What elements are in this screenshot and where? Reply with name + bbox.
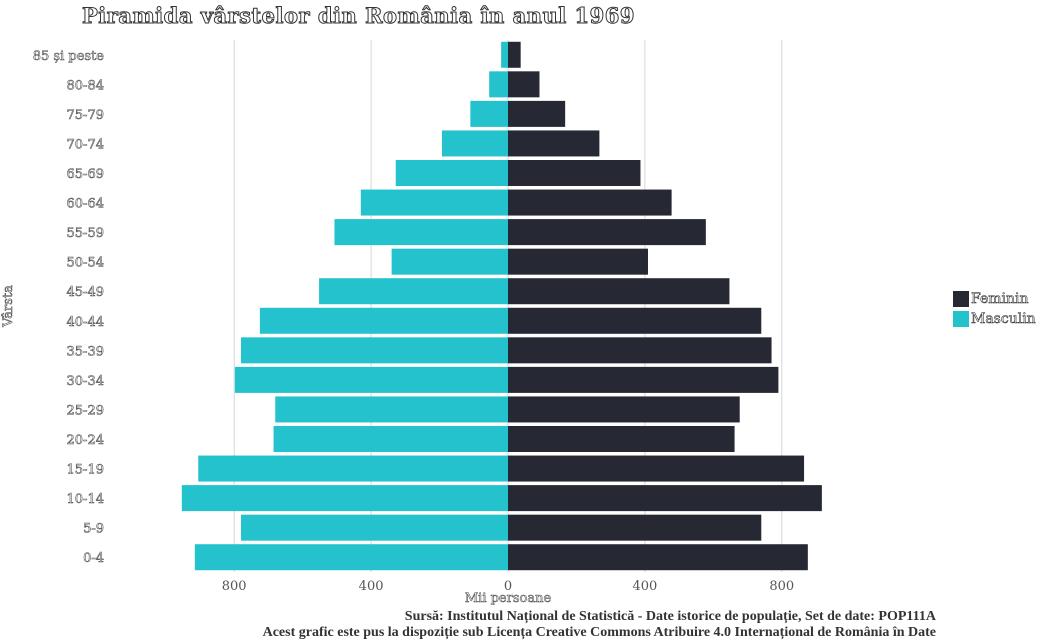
bar-masculin-15-19 <box>198 455 508 482</box>
bar-feminin-65-69 <box>508 159 641 187</box>
x-tick-label: 0 <box>504 579 512 594</box>
bar-feminin-80-84 <box>508 71 540 98</box>
bar-feminin-10-14 <box>508 485 822 512</box>
y-tick-label: 85 și peste <box>33 49 105 64</box>
legend: Feminin Masculin <box>953 289 1036 329</box>
y-tick-label: 45-49 <box>67 285 104 300</box>
bar-feminin-30-34 <box>508 366 779 393</box>
bar-feminin-15-19 <box>508 455 805 482</box>
y-tick-label: 10-14 <box>67 492 104 507</box>
legend-label-feminin: Feminin <box>971 291 1029 308</box>
x-tick-label: 400 <box>632 579 657 594</box>
y-tick-label: 5-9 <box>83 522 104 537</box>
y-tick-label: 30-34 <box>67 374 104 389</box>
source-caption: Sursă: Institutul Național de Statistică… <box>404 609 936 624</box>
bar-masculin-85-și-peste <box>501 41 508 68</box>
bar-masculin-50-54 <box>391 248 508 275</box>
y-tick-label: 65-69 <box>67 167 104 182</box>
bar-masculin-70-74 <box>441 130 508 157</box>
legend-label-masculin: Masculin <box>971 311 1036 328</box>
bar-masculin-55-59 <box>334 219 508 246</box>
x-tick-label: 400 <box>359 579 384 594</box>
y-tick-label: 25-29 <box>67 403 104 418</box>
bar-masculin-20-24 <box>273 425 508 453</box>
bar-feminin-35-39 <box>508 337 772 364</box>
y-tick-label: 40-44 <box>67 315 104 330</box>
bar-masculin-60-64 <box>360 189 508 216</box>
bar-feminin-50-54 <box>508 248 648 275</box>
bar-feminin-20-24 <box>508 425 735 453</box>
x-axis-ticks: 800 400 0 400 800 <box>222 579 794 594</box>
bar-feminin-60-64 <box>508 189 672 216</box>
x-tick-label: 800 <box>222 579 247 594</box>
y-tick-label: 20-24 <box>67 433 104 448</box>
bar-feminin-25-29 <box>508 396 740 423</box>
legend-swatch-feminin <box>953 291 969 307</box>
y-tick-label: 35-39 <box>67 344 104 359</box>
license-caption: Acest grafic este pus la dispoziție sub … <box>262 625 936 640</box>
y-tick-label: 0-4 <box>83 551 104 566</box>
bar-feminin-5-9 <box>508 514 762 541</box>
bar-masculin-35-39 <box>241 337 508 364</box>
bar-masculin-10-14 <box>181 485 509 512</box>
chart-title: Piramida vârstelor din România în anul 1… <box>82 3 635 29</box>
bar-feminin-70-74 <box>508 130 600 157</box>
legend-swatch-masculin <box>953 311 969 327</box>
y-tick-label: 60-64 <box>67 197 104 212</box>
y-tick-label: 15-19 <box>67 463 104 478</box>
y-axis-label: Vârsta <box>1 285 16 328</box>
bar-masculin-45-49 <box>319 278 508 305</box>
y-axis-ticks: 0-4 5-9 10-14 15-19 20-24 25-29 30-34 35-39 40-4… <box>32 48 105 566</box>
y-tick-label: 70-74 <box>67 137 104 152</box>
bar-masculin-75-79 <box>470 100 508 127</box>
y-tick-label: 55-59 <box>67 226 104 241</box>
bar-masculin-40-44 <box>259 307 508 334</box>
bar-masculin-5-9 <box>241 514 508 541</box>
bar-feminin-0-4 <box>508 544 808 571</box>
bar-feminin-45-49 <box>508 278 730 305</box>
legend-item-masculin: Masculin <box>953 309 1036 329</box>
y-tick-label: 75-79 <box>67 108 104 123</box>
bar-masculin-80-84 <box>489 71 508 98</box>
bars <box>181 41 822 571</box>
bar-masculin-65-69 <box>395 159 508 187</box>
bar-masculin-0-4 <box>194 544 508 571</box>
bar-masculin-30-34 <box>234 366 508 393</box>
gridlines <box>233 40 783 572</box>
y-tick-label: 80-84 <box>67 78 104 93</box>
legend-item-feminin: Feminin <box>953 289 1036 309</box>
bar-feminin-75-79 <box>508 100 566 127</box>
bar-feminin-40-44 <box>508 307 762 334</box>
y-tick-label: 50-54 <box>67 256 104 271</box>
bar-feminin-85-și-peste <box>508 41 521 68</box>
x-tick-label: 800 <box>769 579 794 594</box>
bar-feminin-55-59 <box>508 219 706 246</box>
x-axis-label: Mii persoane <box>465 591 552 606</box>
bar-masculin-25-29 <box>275 396 508 423</box>
